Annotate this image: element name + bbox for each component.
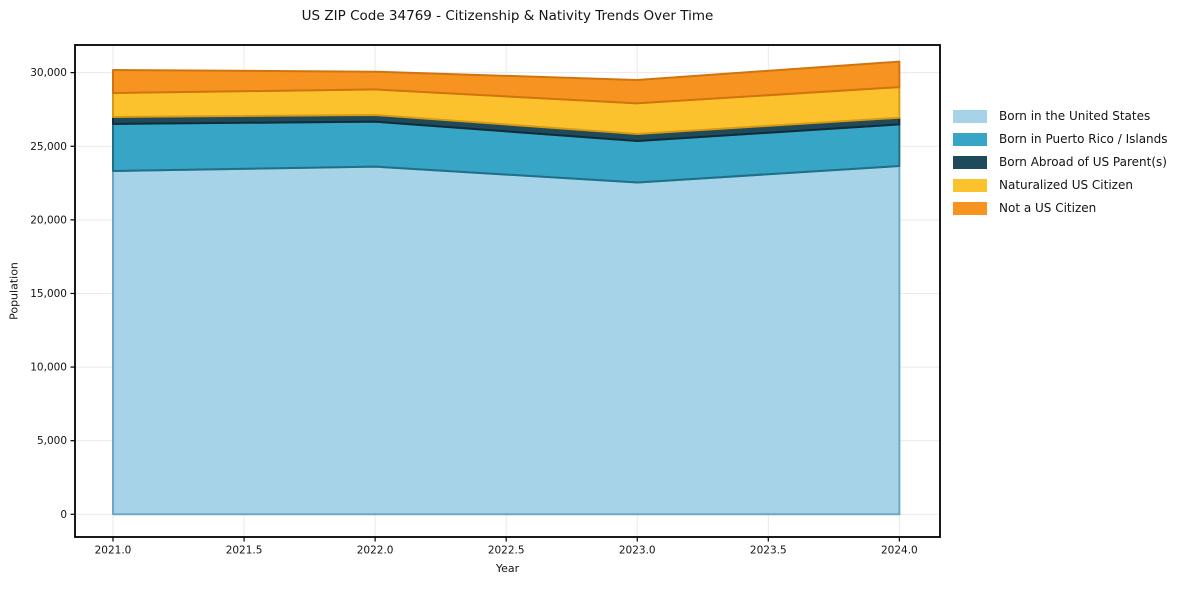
area-series-born-in-the-united-states xyxy=(112,164,901,516)
y-tick-label: 0 xyxy=(60,509,67,521)
legend-label: Naturalized US Citizen xyxy=(999,178,1133,192)
legend-swatch xyxy=(953,132,987,146)
x-tick-label: 2022.5 xyxy=(488,545,525,557)
legend-item: Born in Puerto Rico / Islands xyxy=(953,132,1168,146)
legend: Born in the United States Born in Puerto … xyxy=(953,109,1168,224)
legend-item: Born in the United States xyxy=(953,109,1168,123)
chart-title: US ZIP Code 34769 - Citizenship & Nativi… xyxy=(301,8,714,24)
legend-label: Born Abroad of US Parent(s) xyxy=(999,155,1167,169)
legend-swatch xyxy=(953,155,987,169)
y-tick-label: 30,000 xyxy=(30,67,67,79)
x-tick-label: 2021.0 xyxy=(95,545,132,557)
y-tick-label: 15,000 xyxy=(30,288,67,300)
legend-item: Born Abroad of US Parent(s) xyxy=(953,155,1168,169)
axes: 2021.0 2021.5 2022.0 2022.5 2023.0 2023.5 2024… xyxy=(30,44,941,557)
y-tick-label: 20,000 xyxy=(30,214,67,226)
legend-item: Not a US Citizen xyxy=(953,201,1168,215)
legend-label: Not a US Citizen xyxy=(999,201,1097,215)
y-tick-label: 5,000 xyxy=(37,435,67,447)
stacked-areas xyxy=(112,60,901,516)
x-axis-label: Year xyxy=(495,562,520,575)
y-axis-label: Population xyxy=(7,262,21,320)
x-tick-label: 2021.5 xyxy=(226,545,263,557)
area-series-not-a-us-citizen xyxy=(112,60,901,105)
legend-swatch xyxy=(953,109,987,123)
legend-item: Naturalized US Citizen xyxy=(953,178,1168,192)
legend-label: Born in Puerto Rico / Islands xyxy=(999,132,1168,146)
x-tick-label: 2023.5 xyxy=(750,545,787,557)
legend-swatch xyxy=(953,201,987,215)
x-tick-label: 2024.0 xyxy=(881,545,918,557)
plot-border xyxy=(74,44,941,538)
legend-swatch xyxy=(953,178,987,192)
legend-label: Born in the United States xyxy=(999,109,1151,123)
x-tick-label: 2022.0 xyxy=(357,545,394,557)
y-tick-label: 10,000 xyxy=(30,362,67,374)
y-tick-label: 25,000 xyxy=(30,141,67,153)
x-tick-label: 2023.0 xyxy=(619,545,656,557)
